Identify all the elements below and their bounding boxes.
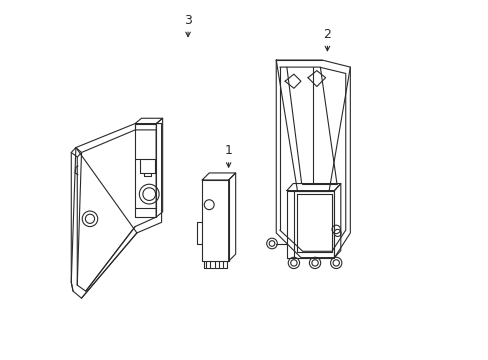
Text: 2: 2 <box>323 28 331 51</box>
Text: 3: 3 <box>184 14 192 37</box>
Text: 1: 1 <box>224 144 232 167</box>
